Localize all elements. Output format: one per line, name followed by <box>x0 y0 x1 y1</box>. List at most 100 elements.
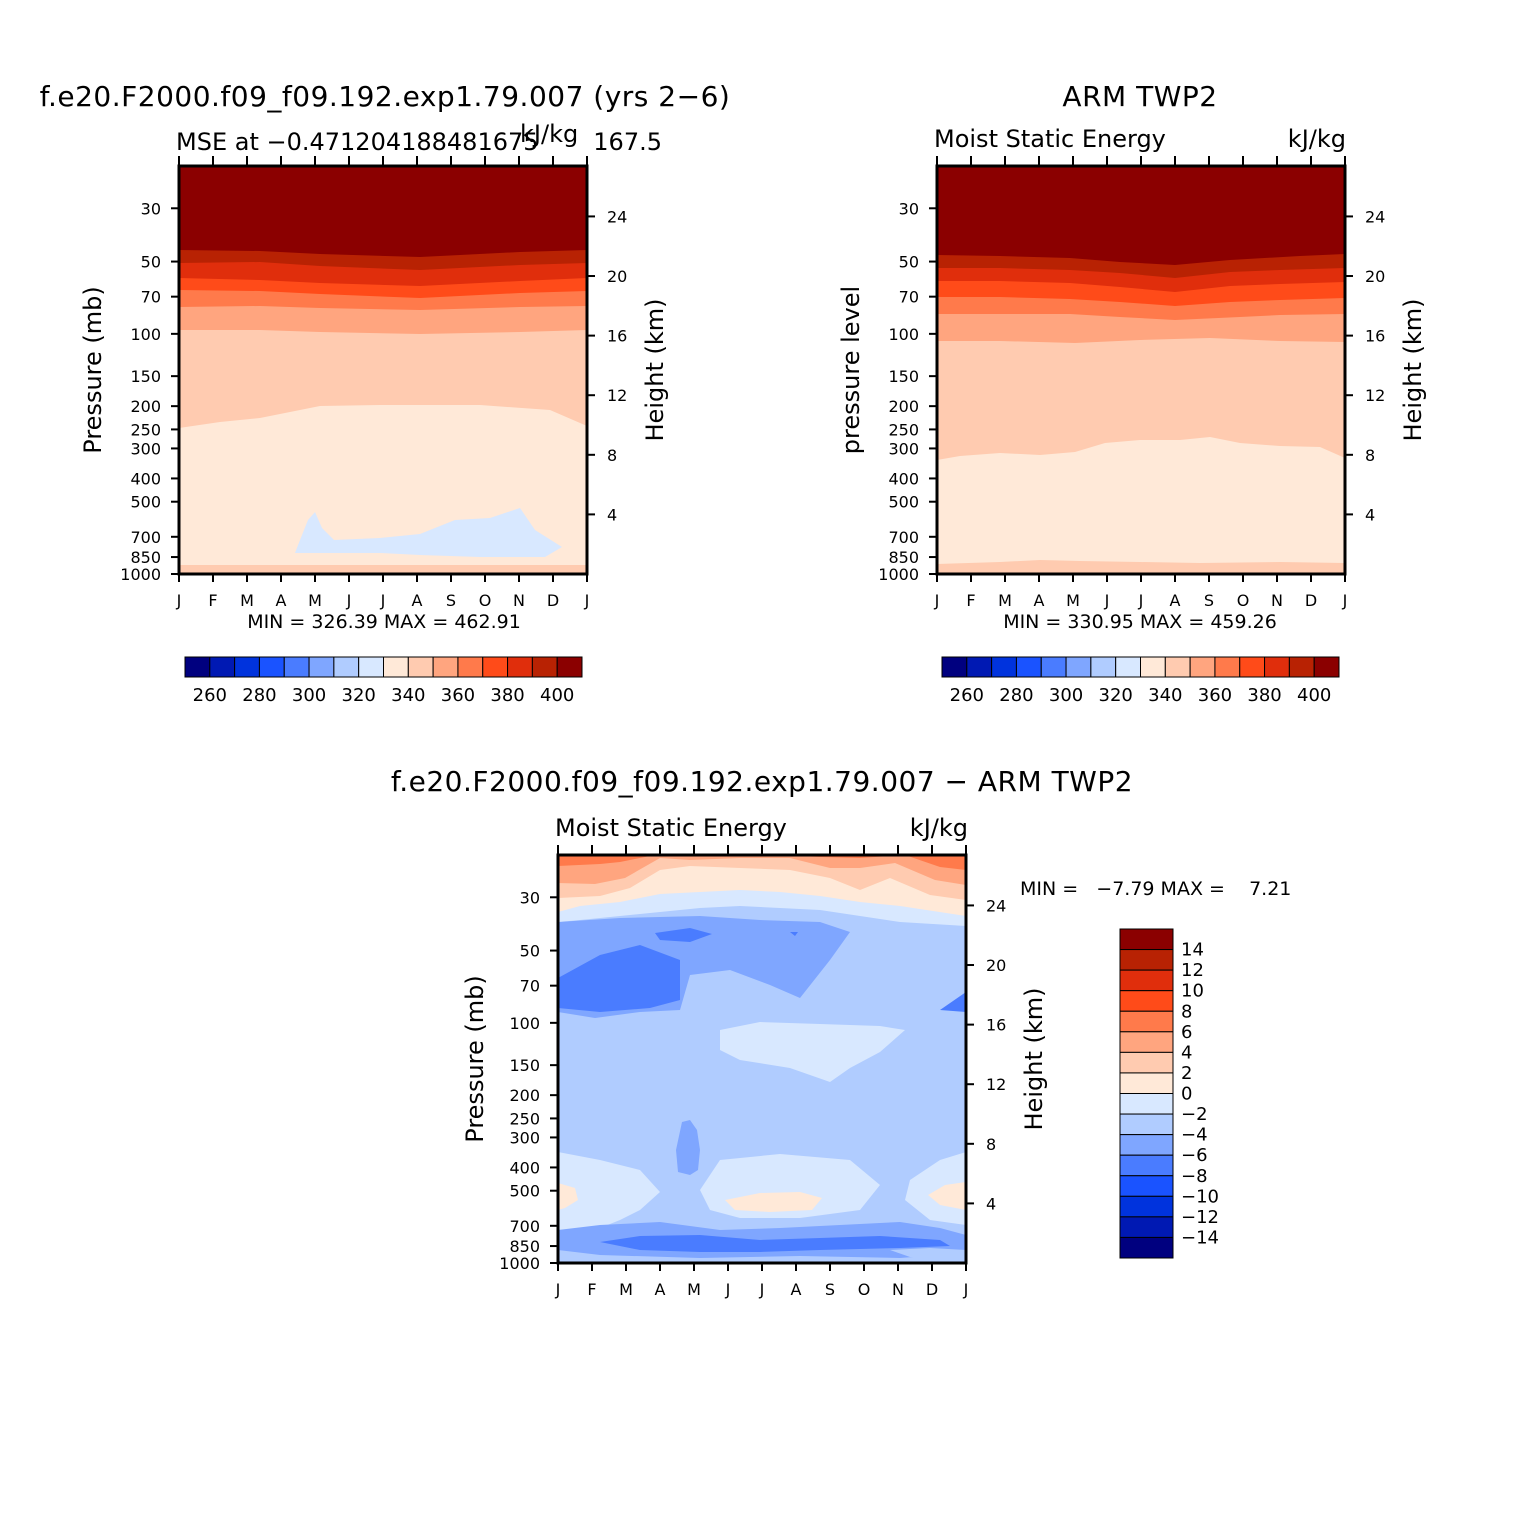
x-tick-label: S <box>446 591 456 610</box>
x-tick-label: M <box>1066 591 1080 610</box>
colorbar-label: 10 <box>1181 981 1204 1002</box>
colorbar-label: 340 <box>391 685 425 706</box>
colorbar-label: 8 <box>1181 1001 1192 1022</box>
panel-diff-y2label: Height (km) <box>1020 988 1048 1131</box>
colorbar-swatch <box>1119 1031 1174 1053</box>
colorbar-label: 280 <box>242 685 276 706</box>
colorbar-swatch <box>1264 656 1290 678</box>
x-tick-label: A <box>276 591 287 610</box>
panel-diff-right-axis: 4 8 12 16 20 24 <box>966 896 1006 1213</box>
x-tick-label: A <box>1170 591 1181 610</box>
y2-tick-label: 8 <box>986 1135 996 1154</box>
contour-band <box>725 1192 822 1212</box>
contour-band <box>558 945 680 1012</box>
y2-tick-label: 12 <box>986 1075 1006 1094</box>
contour-band <box>655 928 712 942</box>
y2-tick-label: 24 <box>986 896 1006 915</box>
colorbar-label: −2 <box>1181 1104 1208 1125</box>
colorbar-swatch <box>1090 656 1117 678</box>
y2-tick-label: 20 <box>1365 267 1385 286</box>
contour-band <box>558 855 966 885</box>
panel-model-ylabel: Pressure (mb) <box>79 286 107 453</box>
y-tick-label: 700 <box>509 1217 540 1236</box>
x-tick-label: M <box>998 591 1012 610</box>
colorbar-swatch <box>941 656 968 678</box>
colorbar-swatch <box>1189 656 1216 678</box>
colorbar-label: 4 <box>1181 1042 1192 1063</box>
y-tick-label: 30 <box>899 199 919 218</box>
contour-band <box>937 166 1345 265</box>
x-tick-label: A <box>1034 591 1045 610</box>
x-tick-label: M <box>619 1280 633 1299</box>
panel-model-title: f.e20.F2000.f09_f09.192.exp1.79.007 (yrs… <box>40 80 731 113</box>
y2-tick-label: 4 <box>986 1194 996 1213</box>
colorbar-swatch <box>1119 1175 1174 1197</box>
panel-diff-ylabel: Pressure (mb) <box>461 975 489 1142</box>
colorbar-label: 340 <box>1148 685 1182 706</box>
colorbar-swatch <box>1119 1113 1174 1136</box>
x-tick-label: A <box>655 1280 666 1299</box>
y-tick-label: 150 <box>130 367 161 386</box>
colorbar-swatch <box>531 656 558 678</box>
colorbar-swatch <box>507 656 533 678</box>
colorbar-swatch <box>1288 656 1315 678</box>
y-tick-label: 250 <box>130 420 161 439</box>
colorbar-label: 380 <box>1247 685 1281 706</box>
x-tick-label: J <box>555 1280 561 1299</box>
x-tick-label: O <box>1237 591 1250 610</box>
panel-model: f.e20.F2000.f09_f09.192.exp1.79.007 (yrs… <box>40 80 731 706</box>
x-tick-label: J <box>934 591 940 610</box>
y-tick-label: 850 <box>130 548 161 567</box>
panel-model-colorbar: 260 280 300 320 340 360 380 400 <box>184 656 583 706</box>
colorbar-swatch <box>358 656 384 678</box>
panel-model-minmax: MIN = 326.39 MAX = 462.91 <box>247 611 521 633</box>
colorbar-label: 300 <box>292 685 326 706</box>
y-tick-label: 300 <box>130 439 161 458</box>
y2-tick-label: 8 <box>607 446 617 465</box>
panel-diff-plot-area <box>558 855 966 1263</box>
contour-band <box>928 1182 966 1210</box>
x-tick-label: J <box>380 591 386 610</box>
y-tick-label: 200 <box>888 397 919 416</box>
colorbar-swatch <box>308 656 335 678</box>
panel-obs-right-axis: 4 8 12 16 20 24 <box>1345 207 1385 524</box>
colorbar-label: −6 <box>1181 1145 1208 1166</box>
panel-model-subtitle-left: MSE at −0.471204188481675 <box>176 128 539 156</box>
colorbar-label: 260 <box>193 685 227 706</box>
x-tick-label: A <box>791 1280 802 1299</box>
x-tick-label: J <box>584 591 590 610</box>
x-tick-label: M <box>240 591 254 610</box>
x-tick-label: S <box>825 1280 835 1299</box>
y-tick-label: 30 <box>520 888 540 907</box>
y-tick-label: 200 <box>130 397 161 416</box>
y-tick-label: 70 <box>141 288 161 307</box>
colorbar-swatch <box>1015 656 1042 678</box>
y-tick-label: 400 <box>130 469 161 488</box>
y-tick-label: 70 <box>520 977 540 996</box>
colorbar-swatch <box>407 656 434 678</box>
y-tick-label: 400 <box>509 1158 540 1177</box>
y-tick-label: 100 <box>130 325 161 344</box>
x-tick-label: F <box>587 1280 596 1299</box>
panel-obs-y2label: Height (km) <box>1399 299 1427 442</box>
colorbar-swatch <box>184 656 211 678</box>
x-tick-label: J <box>725 1280 731 1299</box>
colorbar-swatch <box>432 656 459 678</box>
colorbar-swatch <box>991 656 1017 678</box>
colorbar-swatch <box>1119 990 1174 1012</box>
panel-diff-title: f.e20.F2000.f09_f09.192.exp1.79.007 − AR… <box>391 765 1133 798</box>
colorbar-swatch <box>1115 656 1141 678</box>
colorbar-swatch <box>556 656 583 678</box>
colorbar-swatch <box>1119 1216 1174 1238</box>
colorbar-swatch <box>383 656 409 678</box>
colorbar-swatch <box>1119 928 1174 951</box>
colorbar-swatch <box>234 656 260 678</box>
panel-obs-title: ARM TWP2 <box>1062 80 1217 113</box>
y-tick-label: 300 <box>888 439 919 458</box>
y2-tick-label: 4 <box>607 505 617 524</box>
colorbar-label: 360 <box>1198 685 1232 706</box>
x-tick-label: J <box>176 591 182 610</box>
panel-model-subtitle-units: kJ/kg <box>520 120 578 148</box>
y-tick-label: 100 <box>888 325 919 344</box>
